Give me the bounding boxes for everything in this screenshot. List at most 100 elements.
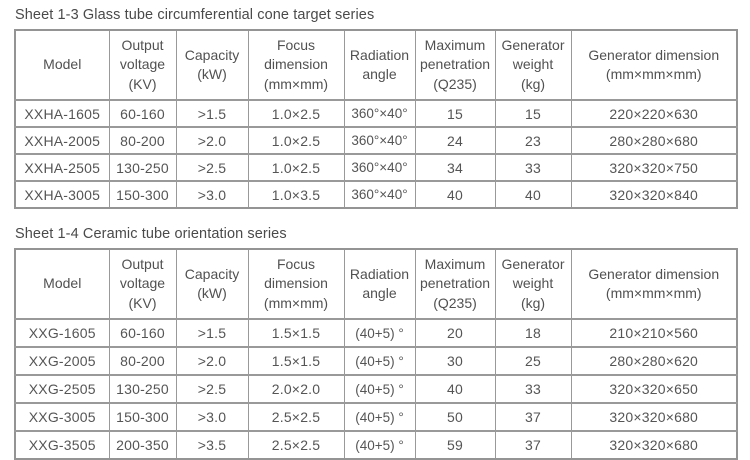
table-row: XXG-2505 130-250 >2.5 2.0×2.0 (40+5) ° 40 33 32… (14, 374, 738, 404)
value-cell: 1.0×2.5 (247, 153, 345, 182)
value-cell: (40+5) ° (343, 318, 416, 348)
value-cell: >1.5 (175, 99, 249, 128)
column-header-2: Capacity (kW) (175, 29, 249, 101)
glass-tube-spec-table: Model Output voltage (KV) Capacity (kW) Foc… (14, 29, 738, 209)
column-header-5: Maximum penetration (Q235) (414, 248, 496, 320)
column-header-7: Generator dimension (mm×mm×mm) (570, 248, 738, 320)
table-row: XXG-2005 80-200 >2.0 1.5×1.5 (40+5) ° 30 25 280… (14, 346, 738, 376)
value-cell: (40+5) ° (343, 430, 416, 460)
value-cell: 360°×40° (343, 180, 416, 209)
value-cell: 25 (494, 346, 572, 376)
model-cell: XXG-2005 (14, 346, 110, 376)
table-row: XXHA-1605 60-160 >1.5 1.0×2.5 360°×40° 15 15 22… (14, 99, 738, 128)
value-cell: 280×280×620 (570, 346, 738, 376)
header-row: Model Output voltage (KV) Capacity (kW) Foc… (14, 248, 738, 320)
table-row: XXG-3005 150-300 >3.0 2.5×2.5 (40+5) ° 50 37 32… (14, 402, 738, 432)
value-cell: 20 (414, 318, 496, 348)
value-cell: 2.5×2.5 (247, 402, 345, 432)
value-cell: 60-160 (108, 318, 177, 348)
column-header-4: Radiation angle (343, 29, 416, 101)
table-row: XXHA-2005 80-200 >2.0 1.0×2.5 360°×40° 24 23 28… (14, 126, 738, 155)
table-row: XXG-3505 200-350 >3.5 2.5×2.5 (40+5) ° 59 37 32… (14, 430, 738, 460)
value-cell: >2.5 (175, 374, 249, 404)
value-cell: 50 (414, 402, 496, 432)
value-cell: 320×320×680 (570, 430, 738, 460)
value-cell: 1.0×2.5 (247, 99, 345, 128)
value-cell: 130-250 (108, 374, 177, 404)
value-cell: (40+5) ° (343, 402, 416, 432)
value-cell: >2.0 (175, 126, 249, 155)
column-header-4: Radiation angle (343, 248, 416, 320)
value-cell: 1.0×3.5 (247, 180, 345, 209)
value-cell: 150-300 (108, 402, 177, 432)
column-header-6: Generator weight (kg) (494, 248, 572, 320)
column-header-0: Model (14, 29, 110, 101)
value-cell: 1.5×1.5 (247, 318, 345, 348)
value-cell: 60-160 (108, 99, 177, 128)
column-header-1: Output voltage (KV) (108, 248, 177, 320)
value-cell: >3.5 (175, 430, 249, 460)
table-row: XXG-1605 60-160 >1.5 1.5×1.5 (40+5) ° 20 18 210… (14, 318, 738, 348)
model-cell: XXHA-2005 (14, 126, 110, 155)
sheet-1-3-title: Sheet 1-3 Glass tube circumferential con… (15, 7, 375, 23)
column-header-1: Output voltage (KV) (108, 29, 177, 101)
value-cell: 80-200 (108, 346, 177, 376)
value-cell: 33 (494, 374, 572, 404)
value-cell: 24 (414, 126, 496, 155)
table-row: XXHA-3005 150-300 >3.0 1.0×3.5 360°×40° 40 40 3… (14, 180, 738, 209)
column-header-2: Capacity (kW) (175, 248, 249, 320)
value-cell: 360°×40° (343, 126, 416, 155)
column-header-3: Focus dimension (mm×mm) (247, 29, 345, 101)
sheet-1-4-title: Sheet 1-4 Ceramic tube orientation serie… (15, 226, 287, 242)
value-cell: 200-350 (108, 430, 177, 460)
value-cell: (40+5) ° (343, 374, 416, 404)
column-header-0: Model (14, 248, 110, 320)
table-row: XXHA-2505 130-250 >2.5 1.0×2.5 360°×40° 34 33 3… (14, 153, 738, 182)
value-cell: 37 (494, 430, 572, 460)
column-header-5: Maximum penetration (Q235) (414, 29, 496, 101)
value-cell: 1.5×1.5 (247, 346, 345, 376)
value-cell: >1.5 (175, 318, 249, 348)
value-cell: 150-300 (108, 180, 177, 209)
value-cell: 2.0×2.0 (247, 374, 345, 404)
ceramic-tube-section: Sheet 1-4 Ceramic tube orientation serie… (14, 226, 738, 460)
value-cell: (40+5) ° (343, 346, 416, 376)
value-cell: 220×220×630 (570, 99, 738, 128)
value-cell: 40 (414, 180, 496, 209)
value-cell: 37 (494, 402, 572, 432)
value-cell: 1.0×2.5 (247, 126, 345, 155)
value-cell: 280×280×680 (570, 126, 738, 155)
value-cell: 320×320×750 (570, 153, 738, 182)
value-cell: 33 (494, 153, 572, 182)
value-cell: 80-200 (108, 126, 177, 155)
value-cell: 18 (494, 318, 572, 348)
value-cell: 59 (414, 430, 496, 460)
model-cell: XXG-3005 (14, 402, 110, 432)
header-row: Model Output voltage (KV) Capacity (kW) Foc… (14, 29, 738, 101)
value-cell: 34 (414, 153, 496, 182)
glass-tube-section: Sheet 1-3 Glass tube circumferential con… (14, 7, 738, 209)
value-cell: 320×320×680 (570, 402, 738, 432)
value-cell: 23 (494, 126, 572, 155)
model-cell: XXHA-3005 (14, 180, 110, 209)
model-cell: XXG-3505 (14, 430, 110, 460)
model-cell: XXHA-2505 (14, 153, 110, 182)
value-cell: 2.5×2.5 (247, 430, 345, 460)
value-cell: 40 (494, 180, 572, 209)
value-cell: 30 (414, 346, 496, 376)
value-cell: 360°×40° (343, 99, 416, 128)
value-cell: 15 (414, 99, 496, 128)
model-cell: XXG-2505 (14, 374, 110, 404)
ceramic-tube-spec-table: Model Output voltage (KV) Capacity (kW) Foc… (14, 248, 738, 460)
model-cell: XXG-1605 (14, 318, 110, 348)
value-cell: 210×210×560 (570, 318, 738, 348)
value-cell: >2.0 (175, 346, 249, 376)
value-cell: 15 (494, 99, 572, 128)
value-cell: >3.0 (175, 402, 249, 432)
value-cell: 40 (414, 374, 496, 404)
column-header-6: Generator weight (kg) (494, 29, 572, 101)
model-cell: XXHA-1605 (14, 99, 110, 128)
value-cell: >3.0 (175, 180, 249, 209)
value-cell: 130-250 (108, 153, 177, 182)
value-cell: >2.5 (175, 153, 249, 182)
